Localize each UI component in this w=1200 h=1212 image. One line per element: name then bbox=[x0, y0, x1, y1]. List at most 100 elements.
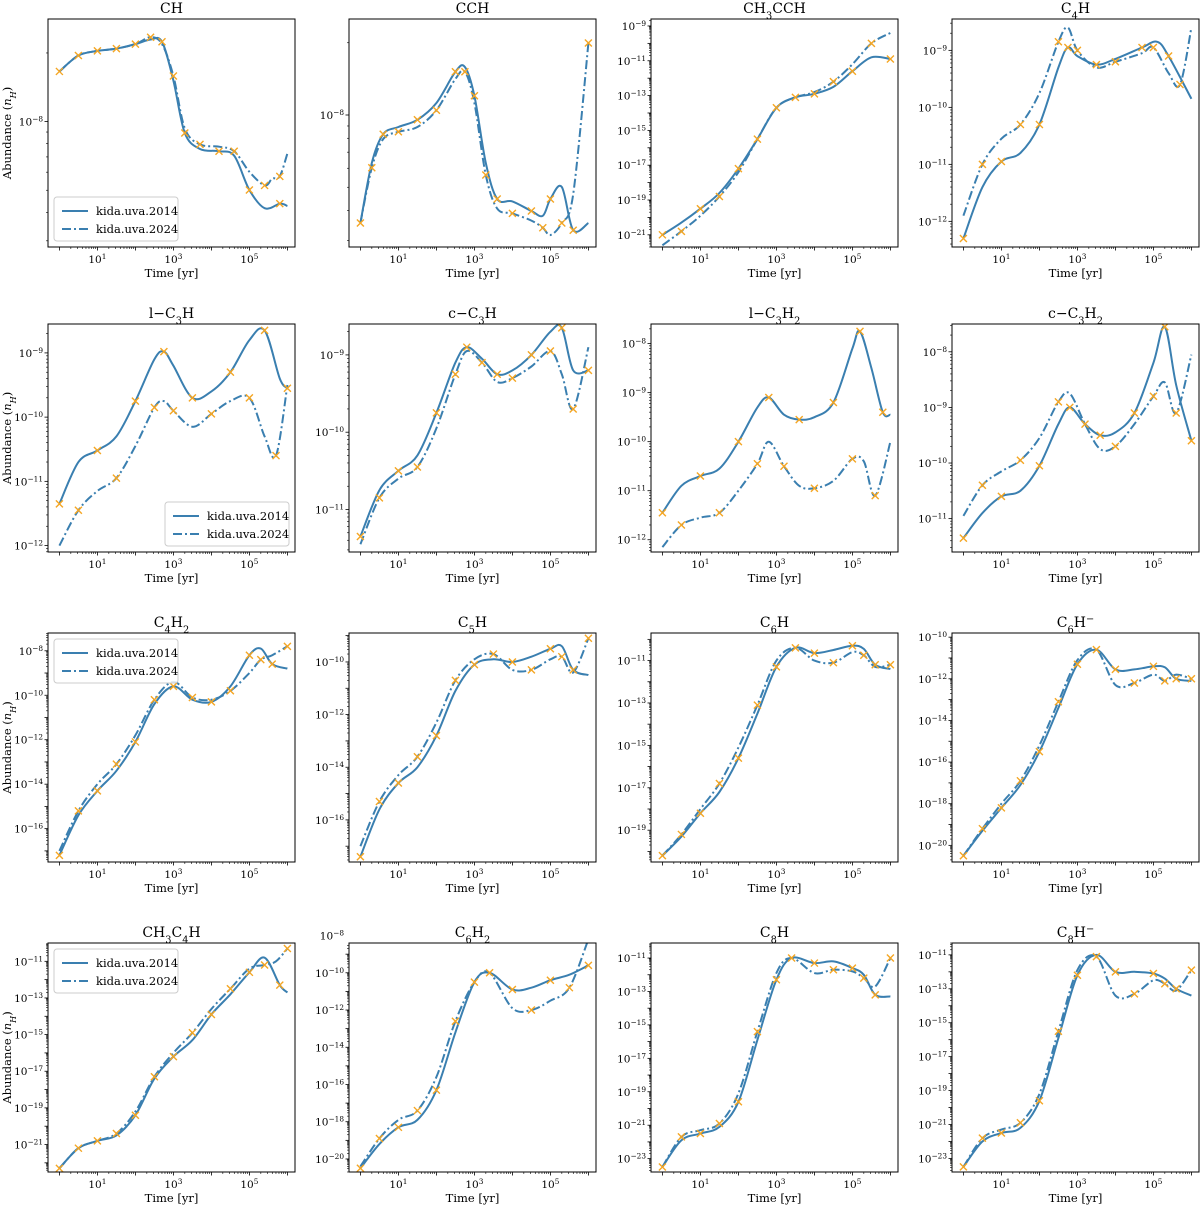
data-marker bbox=[527, 207, 536, 215]
series-2014-line bbox=[661, 55, 891, 236]
series-2014-line bbox=[661, 956, 891, 1168]
y-tick-label: 10−15 bbox=[617, 123, 646, 138]
data-marker bbox=[93, 1136, 102, 1145]
panel-title: CH3CCH bbox=[743, 1, 806, 22]
legend: kida.uva.2014 kida.uva.2024 bbox=[53, 948, 179, 994]
y-tick-label: 10−10 bbox=[14, 410, 43, 425]
data-marker bbox=[715, 508, 724, 517]
series-2024-line bbox=[58, 36, 289, 187]
panel: C6H2 101 103 105 10−8 10−10 10−12 10−14 10−16 10−… bbox=[315, 925, 597, 1205]
data-marker bbox=[753, 701, 762, 710]
data-marker bbox=[1063, 43, 1072, 52]
data-marker bbox=[677, 227, 686, 236]
series-2014-line bbox=[359, 64, 589, 233]
y-tick-label: 10−10 bbox=[315, 965, 344, 980]
y-tick-label: 10−18 bbox=[315, 1114, 344, 1129]
data-marker bbox=[1054, 397, 1063, 406]
y-tick-label: 10−11 bbox=[918, 511, 947, 526]
legend-label: kida.uva.2024 bbox=[96, 974, 178, 988]
series-2014-line bbox=[962, 325, 1193, 539]
legend-label: kida.uva.2024 bbox=[207, 527, 289, 541]
data-marker bbox=[394, 1123, 403, 1132]
data-marker bbox=[478, 358, 486, 367]
data-marker bbox=[508, 209, 517, 218]
data-marker bbox=[245, 393, 254, 402]
y-tick-label: 10−17 bbox=[617, 1051, 646, 1066]
data-marker bbox=[93, 786, 102, 795]
axes-frame bbox=[951, 323, 1200, 553]
x-tick-label: 103 bbox=[164, 1177, 182, 1192]
data-marker bbox=[394, 466, 403, 475]
data-marker bbox=[546, 347, 555, 356]
data-marker bbox=[959, 534, 968, 543]
panel: l−C3H2 101 103 105 10−8 10−9 10−10 10−11 10−12 Ti… bbox=[617, 306, 899, 585]
data-marker bbox=[584, 39, 593, 47]
data-marker bbox=[367, 163, 376, 172]
x-tick-label: 105 bbox=[240, 1177, 258, 1192]
data-marker bbox=[413, 752, 422, 761]
x-axis-label: Time [yr] bbox=[748, 571, 802, 585]
series-2014-line bbox=[661, 644, 891, 857]
data-marker bbox=[150, 1072, 159, 1081]
x-tick-label: 103 bbox=[767, 557, 785, 572]
data-marker bbox=[268, 660, 277, 669]
panel-title: C8H− bbox=[1057, 924, 1094, 946]
data-marker bbox=[780, 462, 788, 471]
data-marker bbox=[245, 968, 254, 977]
data-marker bbox=[1081, 420, 1089, 429]
y-tick-label: 10−10 bbox=[315, 654, 344, 669]
data-marker bbox=[489, 650, 498, 659]
data-marker bbox=[696, 204, 705, 213]
y-tick-label: 10−13 bbox=[14, 990, 43, 1005]
data-marker bbox=[1035, 747, 1044, 756]
panel: l−C3H 101 103 105 10−9 10−10 10−11 10−12 Time [y… bbox=[0, 306, 296, 585]
series-2024-line bbox=[962, 647, 1192, 857]
axes-frame bbox=[650, 323, 899, 553]
panel: CH3C4H 101 103 105 10−11 10−13 10−15 10−17 10−19… bbox=[0, 925, 296, 1205]
data-marker bbox=[150, 403, 159, 412]
data-marker bbox=[829, 965, 838, 974]
series-2024-line bbox=[962, 354, 1193, 517]
y-axis-label: Abundance (nH) bbox=[0, 87, 18, 180]
y-tick-label: 10−10 bbox=[918, 456, 947, 471]
x-axis-label: Time [yr] bbox=[446, 571, 500, 585]
x-tick-label: 101 bbox=[691, 557, 709, 572]
y-tick-label: 10−8 bbox=[622, 336, 647, 351]
data-marker bbox=[493, 195, 502, 203]
data-marker bbox=[1065, 403, 1074, 412]
series-2014-line bbox=[58, 956, 289, 1169]
data-marker bbox=[112, 474, 121, 483]
data-marker bbox=[150, 695, 159, 704]
y-tick-label: 10−8 bbox=[320, 928, 345, 943]
data-marker bbox=[215, 147, 223, 156]
series-2024-line bbox=[359, 637, 590, 847]
axes-frame bbox=[348, 18, 597, 248]
data-marker bbox=[169, 72, 178, 80]
data-marker bbox=[1149, 43, 1158, 52]
y-tick-label: 10−17 bbox=[14, 1064, 43, 1079]
data-marker bbox=[432, 408, 441, 417]
data-marker bbox=[470, 660, 479, 669]
x-axis-label: Time [yr] bbox=[446, 1191, 500, 1205]
y-tick-label: 10−9 bbox=[923, 43, 948, 58]
panel: C8H 101 103 105 10−11 10−13 10−15 10−17 10−19 10−… bbox=[617, 925, 899, 1205]
data-marker bbox=[1111, 967, 1120, 976]
panel: c−C3H2 101 103 105 10−8 10−9 10−10 10−11 Time [y… bbox=[918, 306, 1200, 585]
data-marker bbox=[584, 634, 593, 643]
data-marker bbox=[470, 91, 479, 100]
data-marker bbox=[772, 103, 781, 112]
x-tick-label: 105 bbox=[240, 557, 258, 572]
data-marker bbox=[1092, 60, 1101, 69]
x-tick-label: 101 bbox=[992, 252, 1010, 267]
y-tick-label: 10−12 bbox=[918, 214, 947, 229]
y-tick-label: 10−10 bbox=[315, 425, 344, 440]
y-tick-label: 10−8 bbox=[19, 643, 44, 658]
data-marker bbox=[886, 55, 895, 64]
y-tick-label: 10−15 bbox=[14, 1027, 43, 1042]
x-axis-label: Time [yr] bbox=[748, 881, 802, 895]
data-marker bbox=[1160, 979, 1169, 988]
x-tick-label: 101 bbox=[88, 252, 106, 267]
data-marker bbox=[74, 1144, 83, 1153]
data-marker bbox=[959, 234, 968, 243]
y-tick-label: 10−20 bbox=[315, 1151, 344, 1166]
